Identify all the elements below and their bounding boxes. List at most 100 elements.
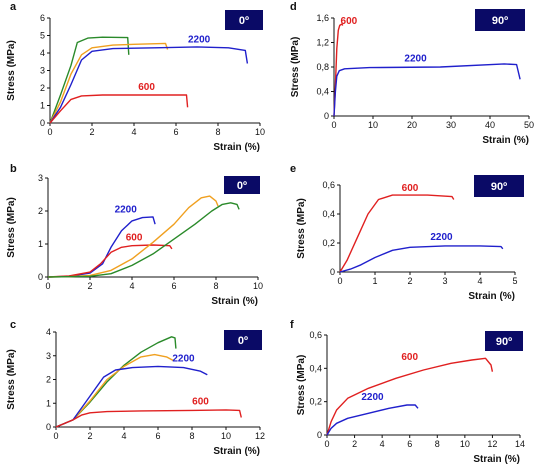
x-tick-label: 2: [87, 431, 92, 441]
x-tick-label: 4: [477, 276, 482, 286]
x-tick-label: 6: [171, 281, 176, 291]
panel-f: 0 2 4 6 8 10 12 14 0 0,2 0,4 0,6 Strain (%) Stress (M…: [290, 319, 525, 465]
series-line: [49, 42, 169, 124]
x-tick-label: 5: [512, 276, 517, 286]
x-axis-label: Strain (%): [482, 135, 529, 146]
angle-badge: [474, 175, 524, 197]
x-tick-label: 12: [255, 431, 265, 441]
x-tick-label: 20: [407, 120, 417, 130]
series-line: [55, 353, 174, 428]
series-annotation-2200: 2200: [172, 354, 195, 365]
angle-badge: [225, 10, 263, 30]
y-axis-label: Stress (MPa): [290, 37, 301, 98]
x-tick-label: 1: [372, 276, 377, 286]
y-tick-label: 1,6: [316, 13, 329, 23]
y-tick-label: 6: [40, 13, 45, 23]
series-line-600: [47, 244, 173, 278]
x-tick-label: 10: [460, 439, 470, 449]
y-tick-label: 1: [46, 398, 51, 408]
series-annotation-600: 600: [192, 396, 209, 407]
x-tick-label: 2: [352, 439, 357, 449]
series-annotation-2200: 2200: [188, 35, 211, 46]
angle-badge: [224, 330, 262, 350]
y-axis-label: Stress (MPa): [296, 355, 307, 416]
x-tick-label: 10: [255, 127, 265, 137]
series-annotation-2200: 2200: [361, 392, 384, 403]
angle-badge-text: 90º: [491, 181, 507, 193]
x-axis-label: Strain (%): [468, 291, 515, 302]
x-axis-label: Strain (%): [211, 296, 258, 307]
x-tick-label: 0: [337, 276, 342, 286]
y-tick-label: 1,2: [316, 38, 329, 48]
y-tick-label: 0,4: [309, 363, 322, 373]
x-tick-label: 4: [380, 439, 385, 449]
series-annotation-600: 600: [138, 82, 155, 93]
series-line: [47, 202, 240, 278]
x-tick-label: 8: [435, 439, 440, 449]
x-tick-label: 40: [485, 120, 495, 130]
series-line-2200: [49, 46, 249, 124]
y-tick-label: 2: [40, 83, 45, 93]
x-tick-label: 10: [221, 431, 231, 441]
y-tick-label: 0,6: [322, 180, 335, 190]
series-line-2200: [55, 365, 208, 428]
y-tick-label: 0,2: [309, 397, 322, 407]
panel-e: 0 1 2 3 4 5 0 0,2 0,4 0,6 Strain (%) Stress (MPa) 60…: [290, 163, 524, 302]
x-tick-label: 0: [53, 431, 58, 441]
x-tick-label: 2: [89, 127, 94, 137]
series-annotation-600: 600: [126, 233, 143, 244]
y-tick-label: 3: [46, 351, 51, 361]
panel-letter: b: [10, 163, 17, 175]
x-tick-label: 3: [442, 276, 447, 286]
x-tick-label: 8: [189, 431, 194, 441]
x-tick-label: 6: [407, 439, 412, 449]
y-tick-label: 0,4: [316, 87, 329, 97]
series-line: [55, 336, 177, 428]
x-tick-label: 2: [87, 281, 92, 291]
panel-b: 0 2 4 6 8 10 0 1 2 3 Strain (%) Stress (MPa) 2200 600…: [6, 163, 263, 307]
y-axis-label: Stress (MPa): [6, 349, 17, 410]
x-tick-label: 30: [446, 120, 456, 130]
y-tick-label: 1: [40, 101, 45, 111]
angle-badge: [475, 9, 525, 31]
y-tick-label: 2: [38, 206, 43, 216]
y-tick-label: 3: [40, 66, 45, 76]
panel-letter: a: [10, 1, 17, 13]
series-line-2200: [339, 245, 504, 273]
x-tick-label: 0: [45, 281, 50, 291]
y-tick-label: 0: [317, 430, 322, 440]
panel-a: 0 2 4 6 8 10 0 1 2 3 4 5 6 Strain (%) Stress (MPa) 2200…: [6, 1, 265, 153]
x-tick-label: 6: [173, 127, 178, 137]
y-axis-label: Stress (MPa): [296, 198, 307, 259]
angle-badge-text: 0º: [237, 180, 247, 192]
x-tick-label: 8: [215, 127, 220, 137]
series-annotation-600: 600: [341, 16, 358, 27]
x-tick-label: 8: [213, 281, 218, 291]
x-tick-label: 10: [253, 281, 263, 291]
series-annotation-2200: 2200: [404, 53, 427, 64]
x-axis-label: Strain (%): [473, 454, 520, 465]
series-line: [49, 36, 130, 124]
y-tick-label: 5: [40, 31, 45, 41]
panel-letter: f: [290, 319, 294, 331]
angle-badge-text: 90º: [496, 336, 512, 348]
x-tick-label: 6: [155, 431, 160, 441]
y-tick-label: 3: [38, 173, 43, 183]
y-tick-label: 0,4: [322, 209, 335, 219]
series-line-2200: [326, 404, 419, 436]
series-line-600: [326, 357, 494, 436]
angle-badge: [224, 176, 260, 194]
series-line-600: [55, 409, 242, 428]
x-tick-label: 14: [515, 439, 525, 449]
y-axis-label: Stress (MPa): [6, 197, 17, 258]
x-axis-label: Strain (%): [213, 446, 260, 457]
y-axis-label: Stress (MPa): [6, 40, 17, 101]
y-tick-label: 0: [330, 267, 335, 277]
panel-d: 0 10 20 30 40 50 0 0,4 0,8 1,2 1,6 Strain (%) Stress…: [290, 1, 534, 146]
series-annotation-600: 600: [401, 352, 418, 363]
series-line-600: [49, 94, 189, 124]
x-axis-label: Strain (%): [213, 142, 260, 153]
y-tick-label: 0,2: [322, 238, 335, 248]
angle-badge-text: 0º: [238, 335, 248, 347]
